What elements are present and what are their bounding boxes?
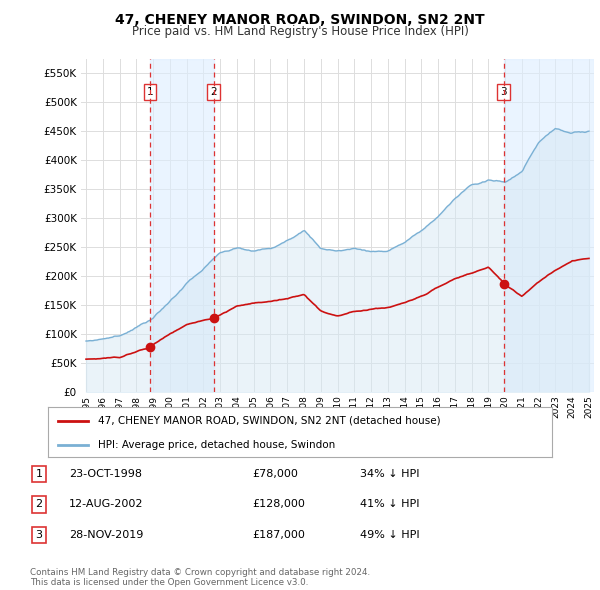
Text: 23-OCT-1998: 23-OCT-1998 [69,469,142,478]
Text: 47, CHENEY MANOR ROAD, SWINDON, SN2 2NT: 47, CHENEY MANOR ROAD, SWINDON, SN2 2NT [115,13,485,27]
Text: Price paid vs. HM Land Registry's House Price Index (HPI): Price paid vs. HM Land Registry's House … [131,25,469,38]
Text: 1: 1 [146,87,153,97]
Text: £128,000: £128,000 [252,500,305,509]
Text: HPI: Average price, detached house, Swindon: HPI: Average price, detached house, Swin… [98,440,335,450]
Text: 49% ↓ HPI: 49% ↓ HPI [360,530,419,540]
Text: 41% ↓ HPI: 41% ↓ HPI [360,500,419,509]
Text: 12-AUG-2002: 12-AUG-2002 [69,500,143,509]
Text: 28-NOV-2019: 28-NOV-2019 [69,530,143,540]
Text: 2: 2 [210,87,217,97]
Text: 47, CHENEY MANOR ROAD, SWINDON, SN2 2NT (detached house): 47, CHENEY MANOR ROAD, SWINDON, SN2 2NT … [98,415,441,425]
Text: £78,000: £78,000 [252,469,298,478]
Bar [503,59,594,392]
Text: 3: 3 [35,530,43,540]
Text: 1: 1 [35,469,43,478]
Text: 34% ↓ HPI: 34% ↓ HPI [360,469,419,478]
Text: 2: 2 [35,500,43,509]
Bar [503,59,594,392]
Bar [150,59,214,392]
Text: 3: 3 [500,87,507,97]
Text: Contains HM Land Registry data © Crown copyright and database right 2024.
This d: Contains HM Land Registry data © Crown c… [30,568,370,587]
Text: £187,000: £187,000 [252,530,305,540]
